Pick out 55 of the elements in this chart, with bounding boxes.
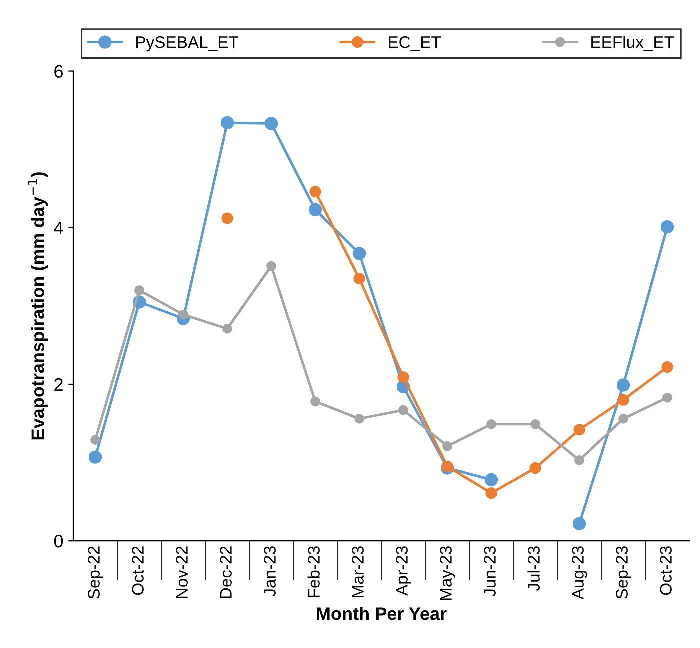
x-tick-label: Oct-22 xyxy=(132,546,144,596)
point xyxy=(354,414,364,424)
point xyxy=(90,435,100,446)
y-tick-label: 2 xyxy=(54,378,63,392)
point xyxy=(572,517,586,530)
point xyxy=(88,450,102,464)
legend-label: EC_ET xyxy=(389,36,442,52)
y-axis-title: Evapotranspiration (mm day$^{−1}$) xyxy=(28,172,48,440)
y-tick-label: 0 xyxy=(54,535,64,548)
point xyxy=(310,396,320,407)
x-tick-label: Nov-22 xyxy=(176,546,188,598)
point xyxy=(618,414,628,424)
point xyxy=(530,419,540,430)
point xyxy=(486,419,496,430)
point xyxy=(616,378,630,392)
point xyxy=(222,324,232,334)
legend-label: PySEBAL_ET xyxy=(136,36,239,52)
legend-label: EEFlux_ET xyxy=(592,36,674,52)
x-tick-label: Sep-22 xyxy=(88,546,104,599)
x-tick-label: Jul-23 xyxy=(528,546,540,592)
x-tick-label: Jan-23 xyxy=(264,546,276,597)
x-tick-label: Dec-22 xyxy=(220,546,232,598)
point xyxy=(618,394,630,406)
point xyxy=(398,405,408,416)
point xyxy=(354,273,366,285)
x-tick-label: Apr-23 xyxy=(396,546,412,596)
point xyxy=(220,116,234,130)
point xyxy=(530,462,542,474)
x-tick-label: Feb-23 xyxy=(308,546,320,598)
point xyxy=(134,286,144,296)
point xyxy=(662,361,674,374)
point xyxy=(222,212,234,224)
point xyxy=(486,488,498,500)
x-tick-label: Mar-23 xyxy=(352,546,364,598)
point xyxy=(574,456,584,466)
point xyxy=(660,220,674,234)
point xyxy=(264,117,278,130)
x-tick-label: Aug-23 xyxy=(572,546,588,600)
point xyxy=(484,473,498,487)
point xyxy=(266,261,276,272)
y-tick-label: 6 xyxy=(54,65,63,78)
point xyxy=(398,372,410,384)
x-tick-label: Sep-23 xyxy=(616,546,632,599)
y-tick-label: 4 xyxy=(54,222,64,234)
x-tick-label: Oct-23 xyxy=(660,546,672,596)
x-tick-label: May-23 xyxy=(440,546,456,600)
x-tick-label: Jun-23 xyxy=(484,546,496,597)
point xyxy=(662,392,672,403)
point xyxy=(352,247,366,260)
point xyxy=(442,460,454,472)
point xyxy=(574,424,586,436)
x-axis-title: Month Per Year xyxy=(317,607,447,620)
point xyxy=(442,441,452,452)
point xyxy=(308,203,322,216)
point xyxy=(310,186,322,198)
